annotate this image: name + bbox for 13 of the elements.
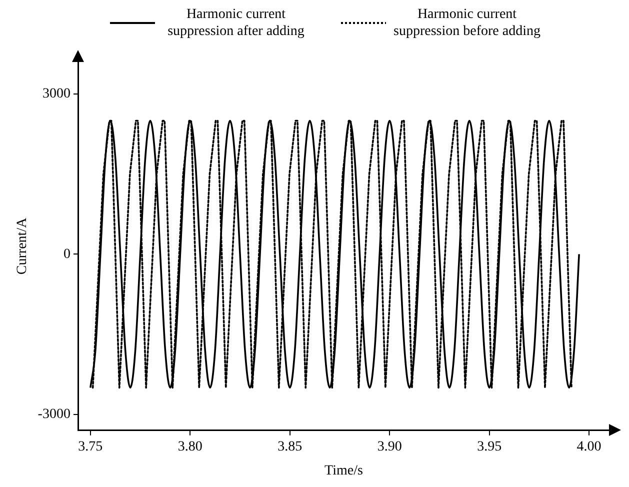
x-tick-label: 3.75 [78,439,103,454]
y-tick-label: 3000 [42,86,70,102]
y-tick-label: 0 [63,246,70,262]
x-tick-label: 4.00 [576,439,602,454]
x-tick-label: 3.85 [278,439,302,454]
x-tick-label: 3.80 [178,439,202,454]
x-tick-label: 3.95 [477,439,502,454]
y-axis-title: Current/A [15,216,30,275]
x-axis-title: Time/s [324,463,363,478]
legend-label: Harmonic current suppression after adding [166,6,306,40]
y-tick-label: -3000 [38,407,70,422]
legend-label: Harmonic current suppression before adding [392,6,542,40]
x-tick-label: 3.90 [377,439,402,454]
